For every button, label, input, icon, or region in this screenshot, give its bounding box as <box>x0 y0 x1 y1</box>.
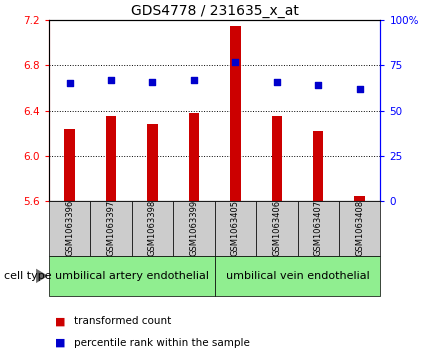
Text: GSM1063396: GSM1063396 <box>65 200 74 256</box>
Bar <box>189 113 199 201</box>
Bar <box>256 201 298 256</box>
Point <box>356 86 363 92</box>
Polygon shape <box>36 269 48 283</box>
Text: GSM1063405: GSM1063405 <box>231 200 240 256</box>
Bar <box>173 201 215 256</box>
Point <box>190 77 197 83</box>
Point <box>315 82 322 88</box>
Text: ■: ■ <box>55 338 66 348</box>
Point <box>108 77 114 83</box>
Text: GSM1063397: GSM1063397 <box>107 200 116 256</box>
Bar <box>106 117 116 201</box>
Text: GSM1063407: GSM1063407 <box>314 200 323 256</box>
Text: GSM1063408: GSM1063408 <box>355 200 364 256</box>
Bar <box>215 201 256 256</box>
Point <box>66 81 73 86</box>
Text: percentile rank within the sample: percentile rank within the sample <box>74 338 250 348</box>
Text: ■: ■ <box>55 316 66 326</box>
Title: GDS4778 / 231635_x_at: GDS4778 / 231635_x_at <box>130 4 298 17</box>
Bar <box>90 201 132 256</box>
Bar <box>49 201 90 256</box>
Bar <box>49 256 215 296</box>
Bar <box>215 256 380 296</box>
Bar <box>147 124 158 201</box>
Text: GSM1063398: GSM1063398 <box>148 200 157 256</box>
Text: GSM1063406: GSM1063406 <box>272 200 281 256</box>
Bar <box>354 196 365 201</box>
Bar <box>298 201 339 256</box>
Text: cell type: cell type <box>4 271 52 281</box>
Text: GSM1063399: GSM1063399 <box>190 200 198 256</box>
Point <box>273 79 280 85</box>
Point <box>232 59 239 65</box>
Bar <box>65 129 75 201</box>
Bar <box>230 26 241 201</box>
Bar <box>313 131 323 201</box>
Text: umbilical artery endothelial: umbilical artery endothelial <box>55 271 209 281</box>
Bar <box>339 201 380 256</box>
Text: umbilical vein endothelial: umbilical vein endothelial <box>226 271 369 281</box>
Text: transformed count: transformed count <box>74 316 172 326</box>
Bar <box>132 201 173 256</box>
Bar <box>272 117 282 201</box>
Point <box>149 79 156 85</box>
